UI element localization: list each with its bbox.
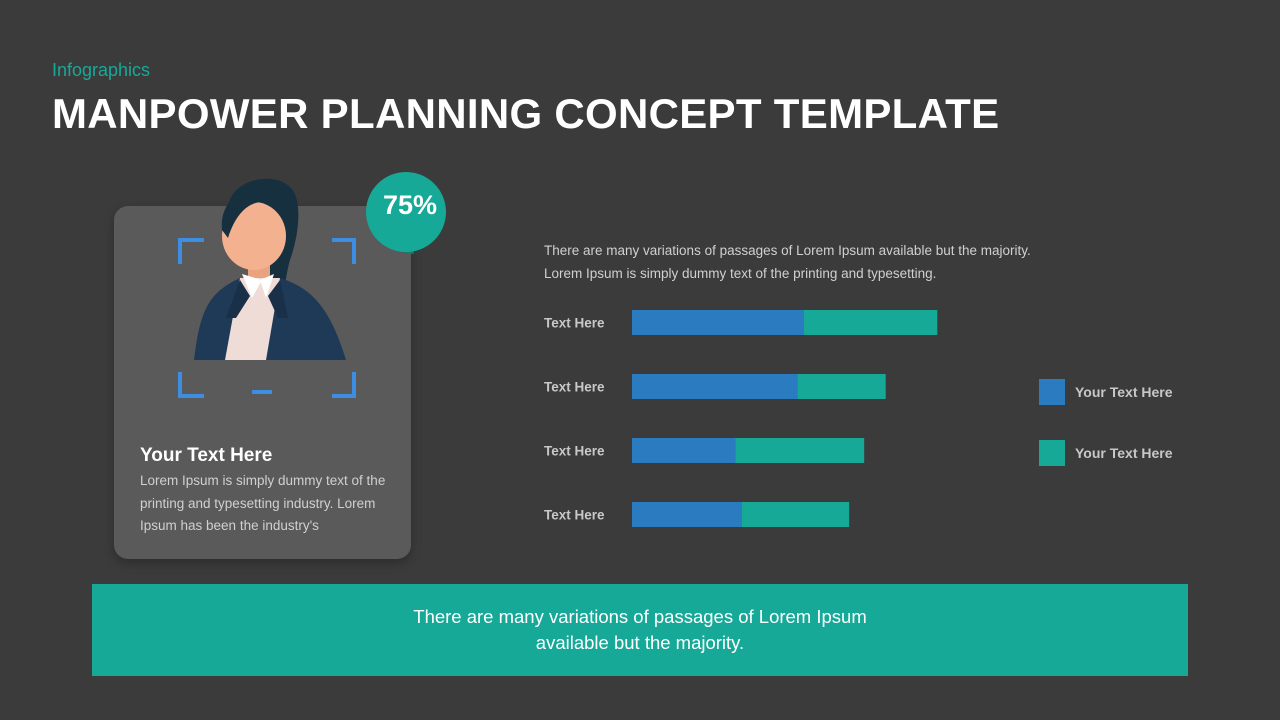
legend-item-series-1: Your Text Here xyxy=(1039,379,1173,405)
stacked-bar-chart: Text Here Text Here Text Here Text Here xyxy=(544,310,938,527)
bar-row-4-series-2 xyxy=(741,502,850,527)
chart-intro-text: There are many variations of passages of… xyxy=(544,243,1031,281)
footer-banner: There are many variations of passages of… xyxy=(92,584,1188,676)
legend-swatch-series-1 xyxy=(1039,379,1065,405)
legend-swatch-series-2 xyxy=(1039,440,1065,466)
bar-row-2-series-1 xyxy=(632,374,798,399)
page-title: MANPOWER PLANNING CONCEPT TEMPLATE xyxy=(52,90,1000,137)
legend-item-series-2: Your Text Here xyxy=(1039,440,1173,466)
bar-row-2-series-2 xyxy=(797,374,886,399)
legend-label-series-2: Your Text Here xyxy=(1075,445,1173,461)
footer-text: There are many variations of passages of… xyxy=(413,606,867,653)
legend-label-series-1: Your Text Here xyxy=(1075,384,1173,400)
card-body-text: Lorem Ipsum is simply dummy text of the … xyxy=(140,473,386,533)
eyebrow-label: Infographics xyxy=(52,60,151,80)
bar-row-1-series-2 xyxy=(804,310,938,335)
card-heading: Your Text Here xyxy=(140,445,273,466)
category-label-4: Text Here xyxy=(544,508,605,523)
bar-row-1-series-1 xyxy=(632,310,804,335)
percentage-badge-text: 75% xyxy=(382,190,438,220)
bar-row-4-series-1 xyxy=(632,502,742,527)
bar-row-3-series-1 xyxy=(632,438,736,463)
percentage-badge-icon xyxy=(366,172,446,254)
category-label-3: Text Here xyxy=(544,444,605,459)
category-label-2: Text Here xyxy=(544,380,605,395)
category-label-1: Text Here xyxy=(544,316,605,331)
woman-avatar-icon xyxy=(178,178,356,398)
bar-row-3-series-2 xyxy=(735,438,865,463)
